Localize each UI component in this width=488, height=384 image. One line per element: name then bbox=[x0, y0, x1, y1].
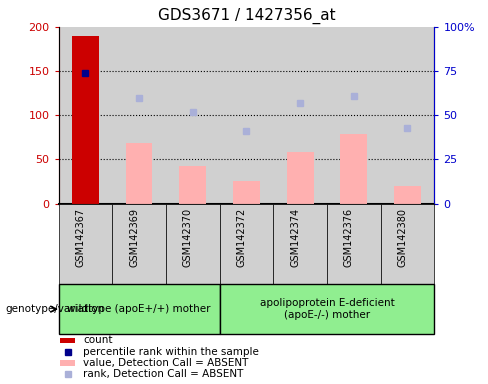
Bar bbox=[125, 144, 152, 204]
Bar bbox=[112, 27, 166, 204]
Title: GDS3671 / 1427356_at: GDS3671 / 1427356_at bbox=[158, 8, 335, 24]
Bar bbox=[61, 338, 76, 343]
Bar bbox=[72, 36, 99, 204]
Text: genotype/variation: genotype/variation bbox=[5, 304, 104, 314]
Text: rank, Detection Call = ABSENT: rank, Detection Call = ABSENT bbox=[83, 369, 244, 379]
Bar bbox=[340, 134, 367, 204]
Bar bbox=[59, 284, 220, 334]
FancyArrowPatch shape bbox=[51, 306, 56, 312]
Bar bbox=[381, 204, 434, 284]
Text: GSM142376: GSM142376 bbox=[344, 208, 354, 266]
Text: value, Detection Call = ABSENT: value, Detection Call = ABSENT bbox=[83, 358, 248, 368]
Bar bbox=[394, 186, 421, 204]
Bar bbox=[166, 204, 220, 284]
Text: GSM142380: GSM142380 bbox=[398, 208, 407, 266]
Bar bbox=[61, 360, 76, 366]
Text: GSM142370: GSM142370 bbox=[183, 208, 193, 266]
Bar bbox=[327, 204, 381, 284]
Text: GSM142369: GSM142369 bbox=[129, 208, 139, 266]
Text: apolipoprotein E-deficient
(apoE-/-) mother: apolipoprotein E-deficient (apoE-/-) mot… bbox=[260, 298, 394, 320]
Bar bbox=[59, 204, 112, 284]
Bar bbox=[59, 27, 112, 204]
Text: GSM142372: GSM142372 bbox=[237, 208, 246, 267]
Bar bbox=[220, 204, 273, 284]
Text: percentile rank within the sample: percentile rank within the sample bbox=[83, 346, 259, 357]
Bar bbox=[273, 27, 327, 204]
Bar bbox=[287, 152, 313, 204]
Bar bbox=[233, 182, 260, 204]
Text: wildtype (apoE+/+) mother: wildtype (apoE+/+) mother bbox=[67, 304, 211, 314]
Text: GSM142367: GSM142367 bbox=[76, 208, 85, 266]
Bar bbox=[273, 204, 327, 284]
Bar bbox=[180, 166, 206, 204]
Text: GSM142374: GSM142374 bbox=[290, 208, 300, 266]
Bar bbox=[381, 27, 434, 204]
Bar bbox=[220, 284, 434, 334]
Bar bbox=[166, 27, 220, 204]
Bar bbox=[112, 204, 166, 284]
Text: count: count bbox=[83, 335, 113, 345]
Bar bbox=[220, 27, 273, 204]
Bar bbox=[327, 27, 381, 204]
